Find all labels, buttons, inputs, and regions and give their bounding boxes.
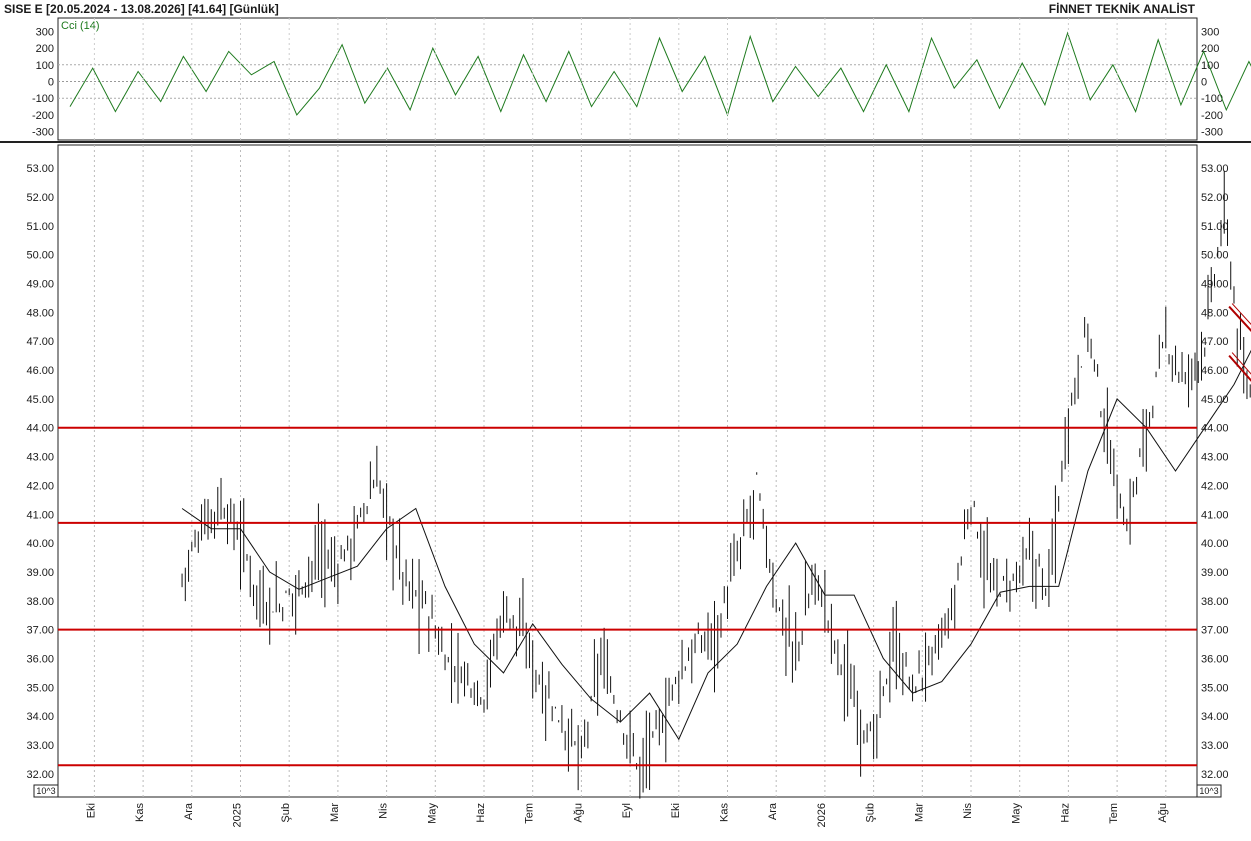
scale-box-left: [33, 784, 59, 798]
price-ytick-left-13: 45.00: [26, 394, 54, 406]
price-ytick-left-12: 44.00: [26, 423, 54, 435]
xtick-label-5: Mar: [329, 803, 341, 822]
cci-ytick-left-5: 200: [36, 43, 54, 55]
price-ytick-left-9: 41.00: [26, 509, 54, 521]
xtick-label-16: Şub: [865, 803, 877, 823]
xtick-label-20: Haz: [1059, 803, 1071, 823]
price-ytick-right-3: 35.00: [1201, 682, 1229, 694]
xtick-label-19: May: [1011, 803, 1023, 824]
price-ytick-right-11: 43.00: [1201, 452, 1229, 464]
cci-ytick-right-0: -300: [1201, 127, 1223, 139]
xtick-label-17: Mar: [913, 803, 925, 822]
price-ytick-right-6: 38.00: [1201, 596, 1229, 608]
moving-average-line: [181, 349, 1251, 741]
cci-ytick-right-5: 200: [1201, 43, 1219, 55]
price-ytick-right-8: 40.00: [1201, 538, 1229, 550]
xtick-label-22: Ağu: [1157, 803, 1169, 823]
cci-ytick-left-6: 300: [36, 26, 54, 38]
price-ytick-right-19: 51.00: [1201, 221, 1229, 233]
scale-note-left: 10^3: [36, 786, 55, 796]
price-panel-frame: [57, 144, 1198, 798]
price-ytick-right-21: 53.00: [1201, 163, 1229, 175]
cci-line: [69, 31, 1251, 117]
price-ytick-left-15: 47.00: [26, 336, 54, 348]
chart-header-right: FİNNET TEKNİK ANALİST: [1048, 2, 1195, 16]
xtick-label-0: Eki: [85, 803, 97, 818]
cci-ytick-right-1: -200: [1201, 110, 1223, 122]
cci-ytick-right-2: -100: [1201, 93, 1223, 105]
xtick-label-7: May: [426, 803, 438, 824]
price-ytick-right-0: 32.00: [1201, 769, 1229, 781]
xtick-label-14: Ara: [767, 802, 779, 820]
price-ytick-left-11: 43.00: [26, 452, 54, 464]
cci-ytick-right-3: 0: [1201, 77, 1207, 89]
xtick-label-10: Ağu: [572, 803, 584, 823]
price-ytick-left-4: 36.00: [26, 654, 54, 666]
price-ytick-right-13: 45.00: [1201, 394, 1229, 406]
cci-ytick-right-6: 300: [1201, 26, 1219, 38]
price-ytick-left-21: 53.00: [26, 163, 54, 175]
scale-box-right: [1196, 784, 1222, 798]
xtick-label-8: Haz: [475, 803, 487, 823]
price-ytick-right-18: 50.00: [1201, 250, 1229, 262]
channel-lower-line-a: [1228, 354, 1251, 382]
chart-header-left: SISE E [20.05.2024 - 13.08.2026] [41.64]…: [4, 2, 279, 16]
price-ytick-right-2: 34.00: [1201, 711, 1229, 723]
cci-ytick-left-0: -300: [32, 127, 54, 139]
cci-ytick-left-4: 100: [36, 60, 54, 72]
price-ytick-left-3: 35.00: [26, 682, 54, 694]
price-ytick-left-14: 46.00: [26, 365, 54, 377]
cci-ytick-left-3: 0: [48, 77, 54, 89]
price-ytick-left-18: 50.00: [26, 250, 54, 262]
xtick-label-15: 2026: [816, 803, 828, 827]
cci-ytick-left-1: -200: [32, 110, 54, 122]
xtick-label-21: Tem: [1108, 803, 1120, 824]
price-ytick-left-10: 42.00: [26, 480, 54, 492]
price-ytick-left-5: 37.00: [26, 625, 54, 637]
cci-title: Cci (14): [61, 20, 100, 32]
scale-note-right: 10^3: [1199, 786, 1218, 796]
xtick-label-18: Nis: [962, 803, 974, 819]
price-ytick-right-12: 44.00: [1201, 423, 1229, 435]
price-ytick-left-0: 32.00: [26, 769, 54, 781]
xtick-label-13: Kas: [719, 803, 731, 822]
price-ytick-right-7: 39.00: [1201, 567, 1229, 579]
price-ytick-right-15: 47.00: [1201, 336, 1229, 348]
price-ytick-left-7: 39.00: [26, 567, 54, 579]
price-ytick-right-16: 48.00: [1201, 307, 1229, 319]
channel-upper-line-b: [1231, 303, 1251, 325]
price-ytick-left-6: 38.00: [26, 596, 54, 608]
price-ytick-right-9: 41.00: [1201, 509, 1229, 521]
xtick-label-3: 2025: [232, 803, 244, 827]
xtick-label-4: Şub: [280, 803, 292, 823]
price-ytick-left-17: 49.00: [26, 278, 54, 290]
price-ytick-right-4: 36.00: [1201, 654, 1229, 666]
channel-lower-line-b: [1231, 352, 1251, 375]
xtick-label-9: Tem: [524, 803, 536, 824]
xtick-label-12: Eki: [670, 803, 682, 818]
price-ytick-right-20: 52.00: [1201, 192, 1229, 204]
price-ytick-left-2: 34.00: [26, 711, 54, 723]
xtick-label-6: Nis: [378, 803, 390, 819]
xtick-label-2: Ara: [183, 802, 195, 820]
price-ytick-right-10: 42.00: [1201, 480, 1229, 492]
price-ytick-left-1: 33.00: [26, 740, 54, 752]
cci-ytick-right-4: 100: [1201, 60, 1219, 72]
price-ytick-left-8: 40.00: [26, 538, 54, 550]
price-ytick-right-5: 37.00: [1201, 625, 1229, 637]
price-ytick-right-1: 33.00: [1201, 740, 1229, 752]
cci-panel-frame: [57, 17, 1198, 141]
price-ytick-right-14: 46.00: [1201, 365, 1229, 377]
cci-ytick-left-2: -100: [32, 93, 54, 105]
price-ytick-left-20: 52.00: [26, 192, 54, 204]
xtick-label-1: Kas: [134, 803, 146, 822]
price-ytick-left-19: 51.00: [26, 221, 54, 233]
xtick-label-11: Eyl: [621, 803, 633, 818]
price-ytick-left-16: 48.00: [26, 307, 54, 319]
